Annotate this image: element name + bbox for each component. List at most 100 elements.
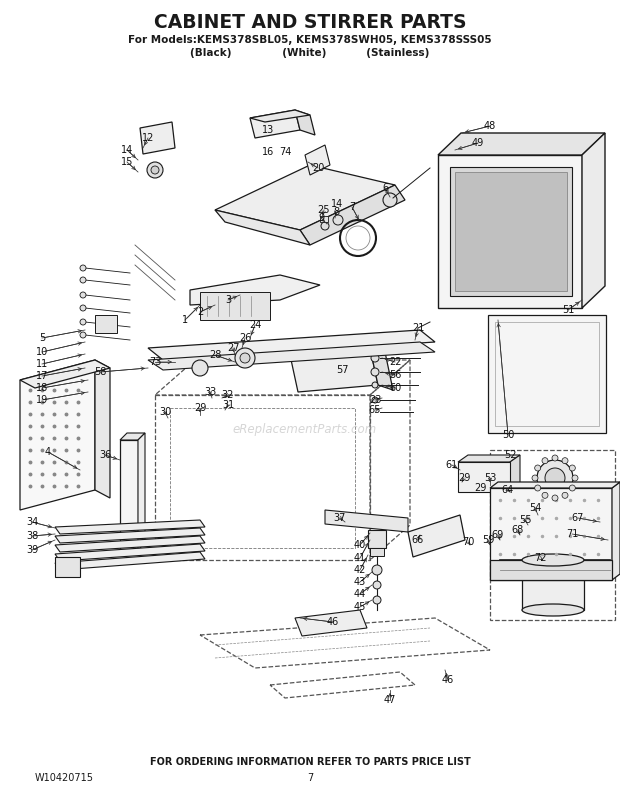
Text: 55: 55: [519, 515, 531, 525]
Polygon shape: [438, 133, 605, 155]
Text: 22: 22: [389, 357, 401, 367]
Circle shape: [371, 354, 379, 362]
Text: 73: 73: [149, 357, 161, 367]
Polygon shape: [215, 165, 395, 230]
Circle shape: [151, 166, 159, 174]
Circle shape: [371, 368, 379, 376]
Text: 29: 29: [474, 483, 486, 493]
Text: 28: 28: [209, 350, 221, 360]
Text: 7: 7: [307, 773, 313, 783]
Polygon shape: [295, 610, 367, 636]
Text: 23: 23: [369, 395, 381, 405]
Circle shape: [147, 162, 163, 178]
Text: 43: 43: [354, 577, 366, 587]
Bar: [490, 450, 615, 620]
Text: 61: 61: [446, 460, 458, 470]
Text: 26: 26: [239, 333, 251, 343]
Bar: [55, 557, 80, 577]
Text: 68: 68: [512, 525, 524, 535]
Polygon shape: [55, 536, 205, 552]
Text: 40: 40: [354, 540, 366, 550]
Polygon shape: [490, 482, 620, 488]
Circle shape: [569, 465, 575, 471]
Text: 19: 19: [36, 395, 48, 405]
Text: For Models:KEMS378SBL05, KEMS378SWH05, KEMS378SSS05: For Models:KEMS378SBL05, KEMS378SWH05, K…: [128, 35, 492, 45]
Text: 59: 59: [482, 535, 494, 545]
Text: 3: 3: [225, 295, 231, 305]
Polygon shape: [55, 528, 205, 543]
Text: FOR ORDERING INFORMATION REFER TO PARTS PRICE LIST: FOR ORDERING INFORMATION REFER TO PARTS …: [149, 757, 471, 767]
Text: 52: 52: [503, 450, 516, 460]
Text: 46: 46: [442, 675, 454, 685]
Circle shape: [383, 193, 397, 207]
Polygon shape: [250, 110, 300, 138]
Text: 15: 15: [121, 157, 133, 167]
Text: 4: 4: [45, 447, 51, 457]
Text: 70: 70: [462, 537, 474, 547]
Polygon shape: [458, 455, 520, 462]
Polygon shape: [408, 515, 465, 557]
Text: 72: 72: [534, 553, 546, 563]
Polygon shape: [95, 360, 110, 498]
Polygon shape: [55, 552, 205, 570]
Text: 56: 56: [389, 370, 401, 380]
Polygon shape: [300, 185, 405, 245]
Text: 44: 44: [354, 589, 366, 599]
Ellipse shape: [522, 604, 584, 616]
Text: 9: 9: [318, 213, 324, 223]
Text: 53: 53: [484, 473, 496, 483]
Circle shape: [80, 265, 86, 271]
Circle shape: [321, 222, 329, 230]
Circle shape: [552, 455, 558, 461]
Text: 7: 7: [349, 202, 355, 212]
Polygon shape: [490, 560, 612, 580]
Text: 60: 60: [389, 383, 401, 393]
Polygon shape: [140, 122, 175, 154]
Circle shape: [333, 215, 343, 225]
Text: 30: 30: [159, 407, 171, 417]
Text: 6: 6: [382, 183, 388, 193]
Circle shape: [545, 468, 565, 488]
Text: 69: 69: [492, 530, 504, 540]
Polygon shape: [215, 210, 310, 245]
Text: 32: 32: [222, 390, 234, 400]
Polygon shape: [510, 455, 520, 492]
Circle shape: [372, 397, 378, 403]
Text: 39: 39: [26, 545, 38, 555]
Text: 54: 54: [529, 503, 541, 513]
Polygon shape: [518, 483, 600, 490]
Text: 29: 29: [194, 403, 206, 413]
Polygon shape: [148, 330, 435, 360]
Polygon shape: [518, 490, 590, 530]
Text: 37: 37: [334, 513, 346, 523]
Polygon shape: [510, 535, 598, 555]
Text: 18: 18: [36, 383, 48, 393]
Text: 34: 34: [26, 517, 38, 527]
Text: 38: 38: [26, 531, 38, 541]
Circle shape: [80, 319, 86, 325]
Circle shape: [372, 565, 382, 575]
Circle shape: [569, 485, 575, 491]
Circle shape: [80, 292, 86, 298]
Text: 46: 46: [327, 617, 339, 627]
Text: 11: 11: [36, 359, 48, 369]
Bar: [368, 530, 386, 548]
Bar: [200, 292, 270, 320]
Bar: [488, 315, 606, 433]
Text: 21: 21: [412, 323, 424, 333]
Circle shape: [534, 465, 541, 471]
Text: 64: 64: [502, 485, 514, 495]
Circle shape: [534, 485, 541, 491]
Polygon shape: [148, 342, 435, 370]
Circle shape: [80, 277, 86, 283]
Circle shape: [80, 305, 86, 311]
Polygon shape: [55, 520, 205, 534]
Circle shape: [235, 348, 255, 368]
Circle shape: [373, 596, 381, 604]
Polygon shape: [295, 110, 315, 135]
Text: 65: 65: [369, 405, 381, 415]
Text: 67: 67: [572, 513, 584, 523]
Text: 16: 16: [262, 147, 274, 157]
Text: 29: 29: [458, 473, 470, 483]
Circle shape: [532, 475, 538, 481]
